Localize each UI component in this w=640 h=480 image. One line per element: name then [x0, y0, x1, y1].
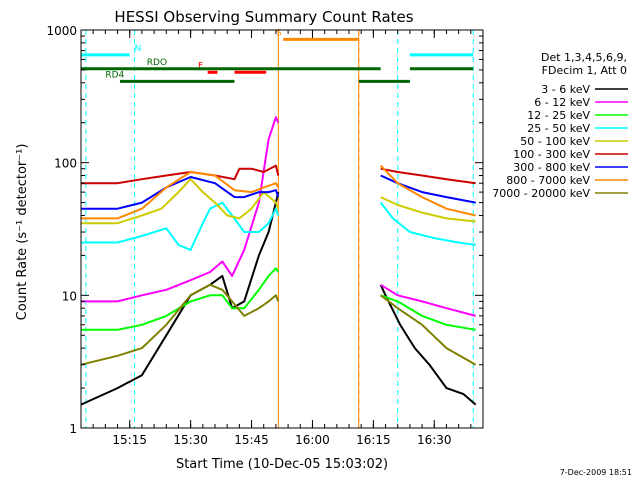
series-line-50-100-kev — [380, 196, 476, 223]
legend: Det 1,3,4,5,6,9,FDecim 1, Att 0 3 - 6 keV… — [492, 51, 628, 200]
legend-header: Det 1,3,4,5,6,9, — [541, 51, 627, 64]
legend-label-6-12-kev: 6 - 12 keV — [534, 96, 590, 109]
flag-bars: N F S RDO RD4 — [81, 28, 474, 83]
legend-label-50-100-kev: 50 - 100 keV — [520, 135, 590, 148]
x-tick-label: 15:15 — [112, 433, 147, 447]
legend-label-3-6-kev: 3 - 6 keV — [541, 83, 590, 96]
legend-label-7000-20000-kev: 7000 - 20000 keV — [492, 187, 590, 200]
series-line-300-800-kev — [81, 176, 280, 210]
series-line-6-12-kev — [81, 116, 280, 303]
series-line-25-50-kev — [379, 201, 476, 246]
plot-frame — [80, 29, 484, 429]
flag-label-f: F — [198, 61, 203, 71]
flag-label-rdo: RDO — [147, 58, 167, 68]
x-tick-label: 15:30 — [173, 433, 208, 447]
y-tick-label: 1 — [69, 422, 77, 436]
series-line-800-7000-kev — [379, 164, 476, 217]
data-series — [80, 116, 477, 406]
series-line-25-50-kev — [81, 201, 280, 251]
series-line-800-7000-kev — [81, 171, 280, 220]
y-axis: 1 10 100 1000 — [46, 24, 483, 436]
series-line-100-300-kev — [380, 167, 476, 185]
legend-label-800-7000-kev: 800 - 7000 keV — [506, 174, 590, 187]
vertical-markers — [85, 30, 474, 428]
series-line-6-12-kev — [380, 283, 476, 317]
x-tick-label: 16:30 — [417, 433, 452, 447]
flag-label-s: S — [276, 28, 282, 38]
flag-label-n: N — [135, 44, 142, 54]
series-line-50-100-kev — [81, 178, 280, 225]
x-tick-label: 15:45 — [234, 433, 269, 447]
series-line-3-6-kev — [80, 191, 280, 406]
x-axis-label: Start Time (10-Dec-05 15:03:02) — [176, 457, 388, 472]
x-axis: 15:15 15:30 15:45 16:00 16:15 16:30 — [80, 30, 484, 447]
chart-title: HESSI Observing Summary Count Rates — [114, 8, 413, 26]
series-line-12-25-kev — [380, 294, 476, 331]
x-tick-label: 16:15 — [356, 433, 391, 447]
y-tick-label: 100 — [54, 157, 77, 171]
legend-label-12-25-kev: 12 - 25 keV — [527, 109, 590, 122]
series-line-7000-20000-kev — [380, 294, 477, 366]
y-axis-label: Count Rate (s⁻¹ detector⁻¹) — [15, 144, 30, 321]
x-tick-label: 16:00 — [295, 433, 330, 447]
series-line-12-25-kev — [81, 267, 280, 331]
footer-timestamp: 7-Dec-2009 18:51 — [560, 468, 632, 477]
y-tick-label: 1000 — [46, 24, 77, 38]
series-line-100-300-kev — [81, 164, 280, 185]
legend-label-300-800-kev: 300 - 800 keV — [513, 161, 590, 174]
legend-label-25-50-kev: 25 - 50 keV — [527, 122, 590, 135]
flag-label-rd4: RD4 — [105, 70, 124, 80]
legend-label-100-300-kev: 100 - 300 keV — [513, 148, 590, 161]
legend-header: FDecim 1, Att 0 — [542, 64, 627, 77]
y-tick-label: 10 — [62, 289, 77, 303]
series-line-300-800-kev — [380, 174, 476, 204]
series-line-7000-20000-kev — [80, 283, 280, 366]
